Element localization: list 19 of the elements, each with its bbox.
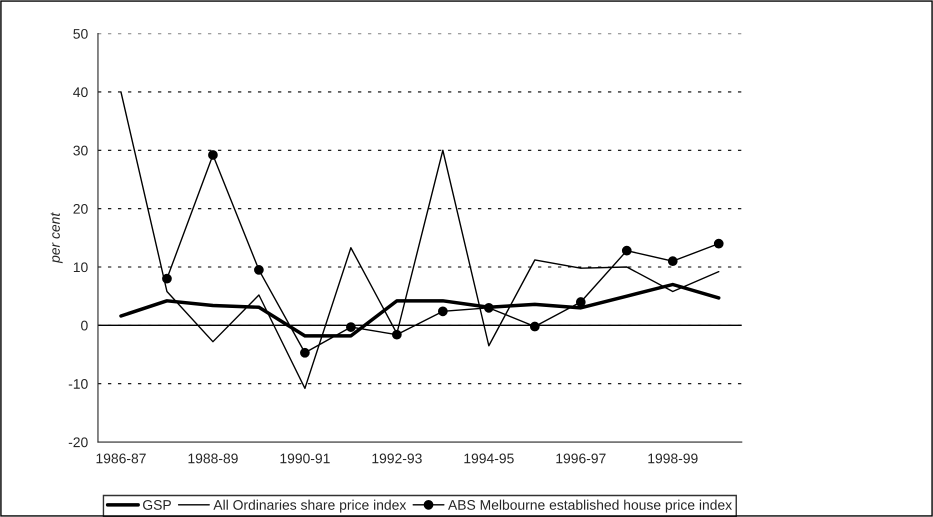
y-tick-label: -10 (68, 379, 88, 389)
x-tick-label: 1996-97 (556, 454, 606, 464)
x-tick-label: 1994-95 (464, 454, 514, 464)
y-tick-label: 10 (74, 262, 88, 272)
y-tick-label: 50 (73, 28, 88, 39)
x-tick-label: 1990-91 (280, 454, 330, 464)
legend-label: GSP (143, 500, 171, 510)
y-tick-label: -20 (68, 437, 88, 448)
x-tick-label: 1992-93 (372, 454, 422, 464)
y-tick-label: 20 (73, 204, 88, 214)
y-tick-label: 0 (81, 320, 88, 331)
legend-label: ABS Melbourne established house price index (448, 500, 732, 513)
y-tick-label: 40 (73, 87, 88, 98)
x-tick-label: 1988-89 (188, 454, 238, 464)
x-tick-label: 1998-99 (648, 454, 698, 464)
y-axis-title: per cent (50, 212, 63, 264)
legend-label: All Ordinaries share price index (213, 500, 406, 513)
y-tick-label: 30 (73, 146, 88, 156)
x-tick-label: 1986-87 (96, 454, 146, 464)
